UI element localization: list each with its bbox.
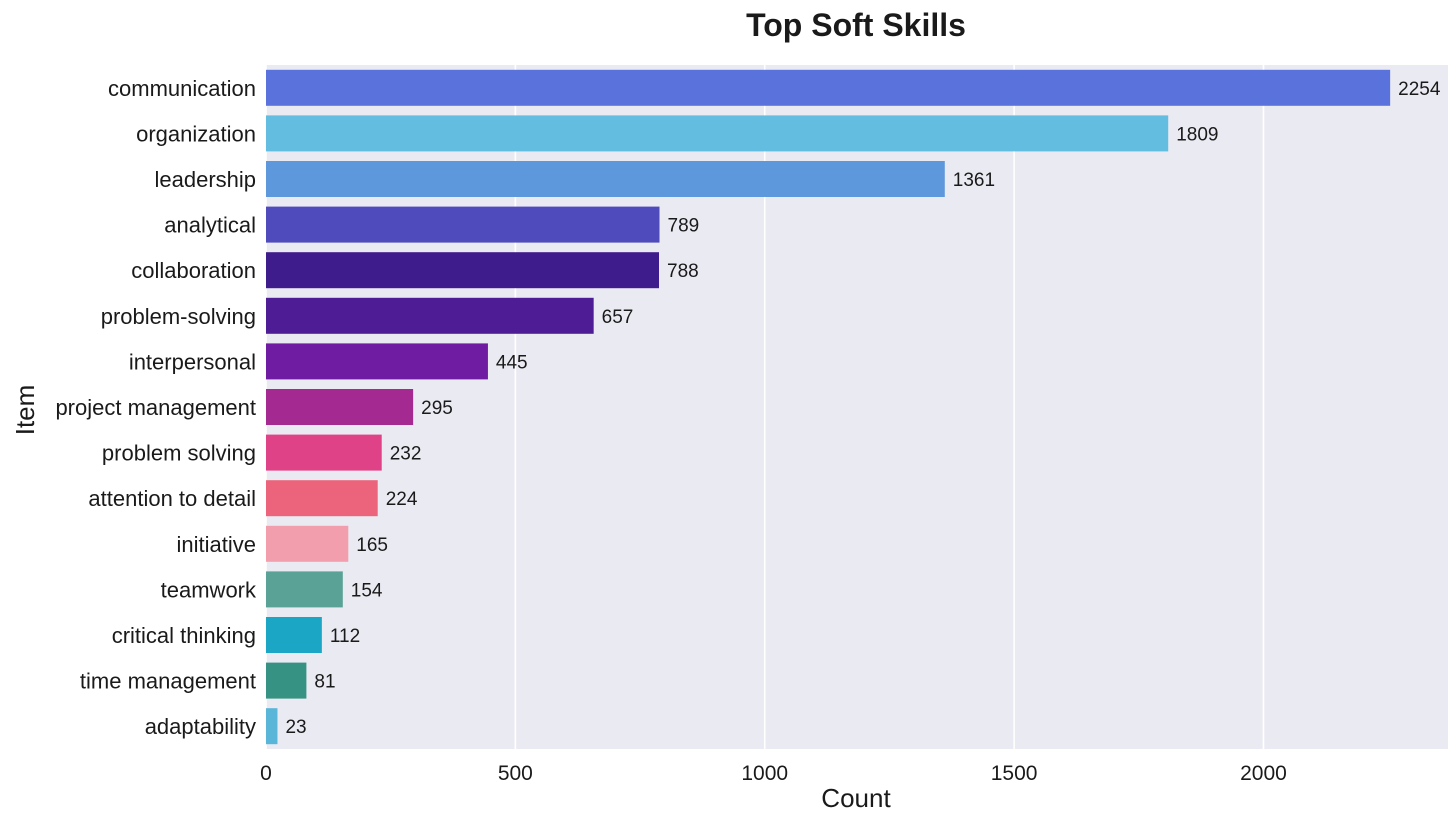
- category-label: time management: [80, 669, 256, 694]
- value-label: 81: [314, 672, 335, 693]
- category-label: analytical: [164, 213, 256, 238]
- value-label: 2254: [1398, 79, 1441, 100]
- bar: [266, 69, 1391, 106]
- category-label: problem solving: [102, 441, 256, 466]
- bars: [266, 69, 1391, 745]
- bar: [266, 480, 378, 517]
- category-label: problem-solving: [101, 304, 256, 329]
- category-label: organization: [136, 121, 256, 146]
- value-label: 657: [602, 307, 634, 328]
- y-axis-label: Item: [10, 385, 40, 436]
- bar: [266, 161, 945, 197]
- value-label: 112: [330, 626, 360, 647]
- value-label: 1809: [1176, 124, 1218, 145]
- bar: [266, 206, 660, 243]
- bar: [266, 617, 322, 653]
- bar: [266, 662, 307, 699]
- category-label: communication: [108, 76, 256, 101]
- value-labels: 2254 1809 1361 789 788 657 445 295 232 224 165 154 1…: [285, 79, 1440, 738]
- value-label: 154: [351, 580, 383, 601]
- bar: [266, 115, 1169, 152]
- bar: [266, 343, 488, 380]
- x-tick-label: 2000: [1240, 762, 1287, 785]
- value-label: 788: [667, 261, 699, 282]
- bar: [266, 252, 660, 289]
- category-label: teamwork: [161, 577, 257, 602]
- value-label: 23: [285, 717, 306, 738]
- category-label: interpersonal: [129, 349, 256, 374]
- x-tick-label: 1000: [741, 762, 788, 785]
- value-label: 445: [496, 352, 528, 373]
- category-label: leadership: [154, 167, 256, 192]
- value-label: 224: [386, 489, 418, 510]
- value-label: 1361: [953, 170, 995, 191]
- x-tick-label: 0: [260, 762, 272, 785]
- value-label: 789: [668, 216, 700, 237]
- bar: [266, 297, 594, 334]
- category-label: initiative: [177, 532, 256, 557]
- x-tick-label: 500: [498, 762, 533, 785]
- bar: [266, 708, 278, 745]
- chart-title: Top Soft Skills: [746, 7, 966, 43]
- category-labels: communication organization leadership analy…: [55, 76, 257, 739]
- value-label: 232: [390, 444, 422, 465]
- bar: [266, 434, 382, 471]
- x-axis-label: Count: [821, 783, 891, 813]
- value-label: 165: [356, 535, 388, 556]
- category-label: attention to detail: [88, 486, 256, 511]
- bar: [266, 571, 343, 608]
- value-label: 295: [421, 398, 453, 419]
- category-label: collaboration: [131, 258, 256, 283]
- category-label: adaptability: [145, 714, 256, 739]
- category-label: project management: [55, 395, 256, 420]
- x-tick-labels: 0 500 1000 1500 2000: [260, 762, 1287, 785]
- bar: [266, 525, 349, 562]
- x-tick-label: 1500: [991, 762, 1038, 785]
- category-label: critical thinking: [112, 623, 256, 648]
- bar: [266, 389, 414, 425]
